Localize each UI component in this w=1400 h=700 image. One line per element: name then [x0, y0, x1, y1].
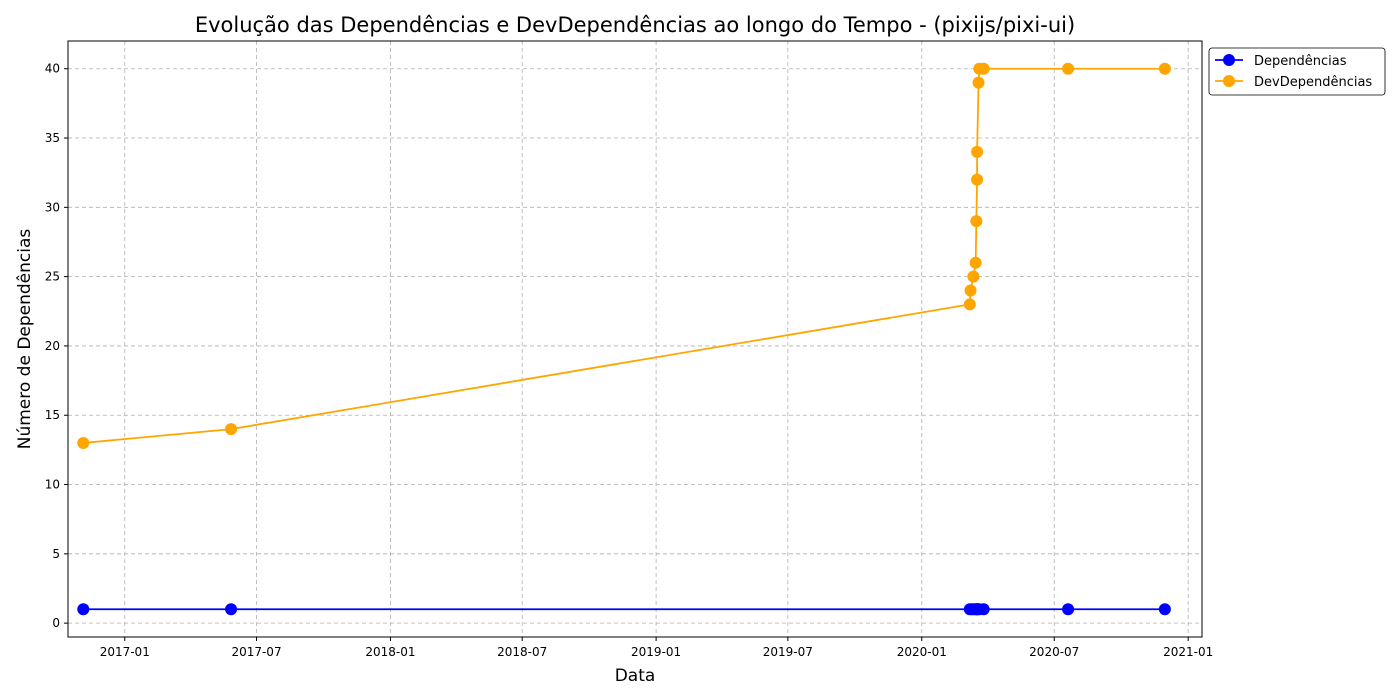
- data-point: [964, 284, 977, 297]
- x-tick-label: 2019-01: [631, 645, 681, 659]
- data-point: [967, 270, 980, 283]
- series-layer: [77, 62, 1171, 616]
- y-tick-label: 25: [45, 270, 60, 284]
- y-tick-label: 20: [45, 339, 60, 353]
- grid: [68, 41, 1202, 637]
- data-point: [977, 62, 990, 75]
- data-point: [977, 603, 990, 616]
- legend: Dependências DevDependências: [1208, 47, 1386, 96]
- x-tick-label: 2017-07: [231, 645, 281, 659]
- x-axis: 2017-01 2017-07 2018-01 2018-07 2019-01 2019-…: [100, 637, 1213, 659]
- y-axis-label: Número de Dependências: [15, 229, 35, 450]
- y-axis: 0 5 10 15 20 25 30 35 40: [45, 62, 68, 630]
- legend-label: Dependências: [1254, 54, 1347, 69]
- x-axis-label: Data: [615, 666, 656, 686]
- legend-box: [1208, 47, 1386, 96]
- y-tick-label: 30: [45, 200, 60, 214]
- data-point: [1062, 603, 1075, 616]
- y-tick-label: 10: [45, 478, 60, 492]
- x-tick-label: 2018-07: [497, 645, 547, 659]
- data-point: [1158, 603, 1171, 616]
- legend-marker: [1223, 54, 1235, 66]
- x-tick-label: 2018-01: [365, 645, 415, 659]
- data-point: [971, 173, 984, 186]
- data-point: [971, 145, 984, 158]
- data-point: [225, 423, 238, 436]
- legend-label: DevDependências: [1254, 75, 1372, 90]
- data-point: [77, 436, 90, 449]
- y-tick-label: 5: [52, 547, 60, 561]
- series-0: [77, 603, 1171, 616]
- y-tick-label: 15: [45, 408, 60, 422]
- plot-frame: [67, 40, 1203, 638]
- data-point: [963, 298, 976, 311]
- data-point: [972, 76, 985, 89]
- legend-item: DevDependências: [1215, 75, 1372, 90]
- y-tick-label: 0: [52, 616, 60, 630]
- data-point: [225, 603, 238, 616]
- x-tick-label: 2021-01: [1163, 645, 1213, 659]
- x-tick-label: 2020-01: [897, 645, 947, 659]
- series-line: [83, 67, 1165, 444]
- x-tick-label: 2020-07: [1029, 645, 1079, 659]
- x-tick-label: 2019-07: [763, 645, 813, 659]
- data-point: [1062, 62, 1075, 75]
- y-tick-label: 35: [45, 131, 60, 145]
- data-point: [1158, 62, 1171, 75]
- y-tick-label: 40: [45, 62, 60, 76]
- data-point: [77, 603, 90, 616]
- legend-item: Dependências: [1215, 54, 1347, 69]
- chart-title: Evolução das Dependências e DevDependênc…: [195, 13, 1075, 37]
- legend-marker: [1223, 75, 1235, 87]
- x-tick-label: 2017-01: [100, 645, 150, 659]
- data-point: [970, 215, 983, 228]
- data-point: [969, 256, 982, 269]
- series-1: [77, 62, 1171, 449]
